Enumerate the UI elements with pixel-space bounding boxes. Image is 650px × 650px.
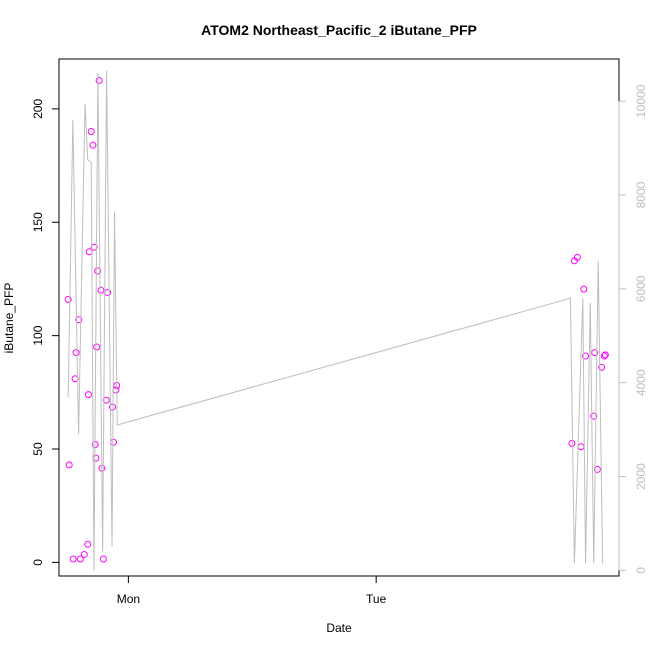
data-point: [84, 540, 92, 548]
data-point: [87, 128, 95, 136]
data-point: [84, 391, 92, 399]
data-point: [598, 363, 606, 371]
left-tick-label: 50: [31, 442, 45, 456]
plot-series: [64, 70, 609, 571]
data-point: [76, 555, 84, 563]
left-tick-label: 100: [31, 325, 45, 345]
right-tick-label: 6000: [634, 275, 648, 302]
data-point: [580, 285, 588, 293]
left-tick-label: 150: [31, 212, 45, 232]
data-point: [97, 286, 105, 294]
data-point: [72, 349, 80, 357]
data-point: [65, 461, 73, 469]
left-tick-label: 200: [31, 99, 45, 119]
right-axis: 0 2000 4000 6000 8000 10000: [618, 84, 648, 574]
data-point: [593, 465, 601, 473]
x-axis-label: Date: [326, 621, 352, 635]
data-point: [71, 375, 79, 383]
data-point: [75, 316, 83, 324]
data-point: [109, 403, 117, 411]
data-point: [69, 555, 77, 563]
right-tick-label: 10000: [634, 84, 648, 118]
chart-title: ATOM2 Northeast_Pacific_2 iButane_PFP: [201, 22, 477, 38]
data-point: [582, 352, 590, 360]
left-tick-label: 0: [31, 559, 45, 566]
data-point: [590, 412, 598, 420]
data-point: [93, 343, 101, 351]
y-axis-label: iButane_PFP: [2, 283, 16, 354]
data-point: [600, 352, 608, 360]
data-point: [90, 243, 98, 251]
data-point: [591, 349, 599, 357]
data-point: [64, 295, 72, 303]
x-axis: Mon Tue: [117, 575, 387, 606]
data-point: [568, 439, 576, 447]
data-point: [89, 141, 97, 149]
data-point: [80, 550, 88, 558]
series-line: [67, 70, 604, 571]
right-tick-label: 0: [634, 567, 648, 574]
left-axis: 0 50 100 150 200: [31, 99, 60, 566]
right-tick-label: 2000: [634, 463, 648, 490]
right-tick-label: 8000: [634, 181, 648, 208]
data-point: [99, 555, 107, 563]
data-point: [102, 396, 110, 404]
data-point: [573, 253, 581, 261]
right-tick-label: 4000: [634, 369, 648, 396]
x-tick-label: Tue: [366, 592, 387, 606]
data-point: [601, 351, 609, 359]
data-point: [94, 267, 102, 275]
x-tick-label: Mon: [117, 592, 140, 606]
data-point: [95, 77, 103, 85]
